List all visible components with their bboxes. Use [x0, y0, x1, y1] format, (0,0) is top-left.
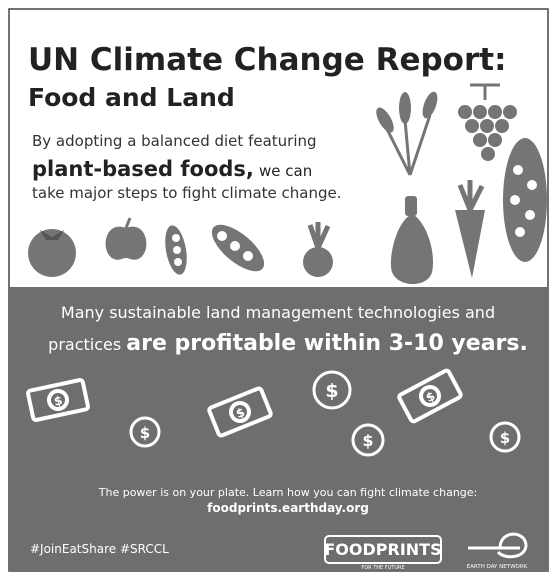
icon-part: [405, 196, 417, 216]
icon-part: [515, 227, 525, 237]
icon-part: [243, 251, 253, 261]
banner-line: practices are profitable within 3-10 yea…: [48, 331, 528, 356]
icon-part: [174, 258, 182, 266]
icon-part: [230, 241, 240, 251]
icon-part: [173, 246, 181, 254]
icon-part: [503, 105, 517, 119]
icon-part: [217, 231, 227, 241]
dollar-sign: $: [500, 429, 510, 447]
dollar-sign: $: [362, 431, 373, 450]
logo-tagline: FOR THE FUTURE: [361, 565, 404, 571]
icon-part: [527, 180, 537, 190]
icon-part: [488, 133, 502, 147]
icon-part: [525, 210, 535, 220]
dollar-sign: $: [140, 424, 150, 442]
footer-note: The power is on your plate. Learn how yo…: [98, 486, 478, 499]
poster: UN Climate Change Report: Food and Land …: [0, 0, 557, 579]
icon-part: [473, 105, 487, 119]
icon-part: [510, 195, 520, 205]
icon-part: [399, 92, 411, 124]
hashtags: #JoinEatShare #SRCCL: [30, 542, 169, 556]
icon-part: [503, 138, 547, 262]
icon-part: [480, 119, 494, 133]
banner-lead: practices: [48, 335, 121, 354]
subtitle: Food and Land: [28, 83, 235, 112]
intro-line: By adopting a balanced diet featuring: [32, 132, 317, 150]
banner-highlight: are profitable within 3-10 years.: [126, 331, 528, 356]
icon-part: [106, 227, 147, 260]
corn-icon: [503, 138, 547, 262]
tomato-icon: [28, 229, 76, 277]
icon-part: [488, 105, 502, 119]
intro-line: take major steps to fight climate change…: [32, 184, 342, 202]
intro-highlight: plant-based foods,: [32, 157, 254, 181]
dollar-sign: $: [325, 380, 338, 402]
banner-line: Many sustainable land management technol…: [61, 303, 495, 322]
icon-part: [481, 147, 495, 161]
logo-text: FOODPRINTS: [324, 540, 441, 559]
icon-part: [473, 133, 487, 147]
logo-text: EARTH DAY NETWORK: [467, 564, 528, 570]
icon-part: [172, 234, 180, 242]
icon-part: [458, 105, 472, 119]
icon-part: [28, 229, 76, 277]
title: UN Climate Change Report:: [28, 42, 506, 78]
icon-part: [495, 119, 509, 133]
intro-rest: we can: [259, 162, 312, 180]
icon-part: [465, 119, 479, 133]
icon-part: [513, 165, 523, 175]
footer-url: foodprints.earthday.org: [207, 501, 369, 515]
icon-part: [303, 247, 333, 277]
gray-panel: [9, 287, 548, 571]
